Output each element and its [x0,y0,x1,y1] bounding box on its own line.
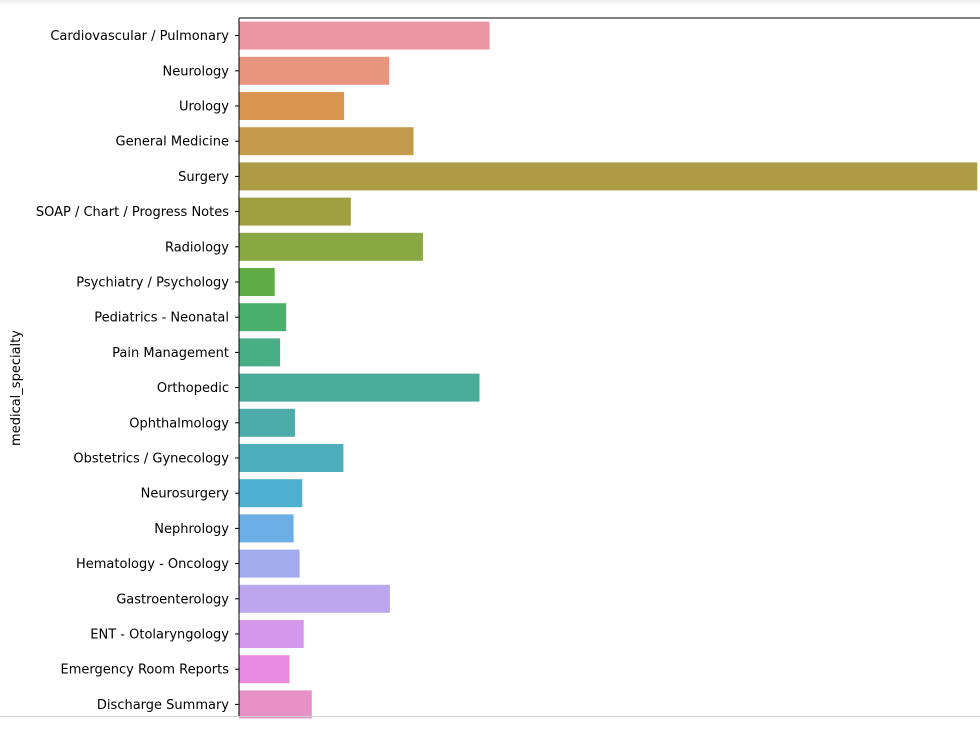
bar-8 [239,303,287,332]
y-tick-label: Obstetrics / Gynecology [73,452,229,467]
bottom-divider [0,716,980,717]
y-tick-label: ENT - Otolaryngology [90,628,229,643]
bar-4 [239,162,978,191]
bar-1 [239,56,390,85]
y-tick-label: Pain Management [112,346,229,361]
y-tick-label: Pediatrics - Neonatal [94,311,229,326]
bar-0 [239,21,490,50]
bar-9 [239,338,281,367]
y-tick-label: Surgery [178,170,229,185]
y-tick-label: Ophthalmology [129,416,229,431]
y-tick-label: General Medicine [116,135,229,150]
y-tick-labels: Cardiovascular / Pulmonary Neurology Urolo… [36,29,239,713]
bar-14 [239,514,294,543]
y-tick-label: Nephrology [154,522,229,537]
bar-19 [239,690,312,719]
y-axis-label: medical_specialty [9,330,24,446]
bar-16 [239,584,390,613]
bar-10 [239,373,480,402]
bar-17 [239,620,304,648]
y-tick-label: Cardiovascular / Pulmonary [50,29,229,44]
window-top-edge [0,0,980,6]
bar-12 [239,444,344,472]
bars-group [239,21,978,719]
bar-6 [239,232,423,261]
bar-7 [239,268,275,296]
y-tick-label: Radiology [165,240,229,255]
bar-13 [239,479,303,508]
bar-5 [239,197,351,226]
y-tick-label: Discharge Summary [97,698,229,713]
y-tick-label: Neurology [163,64,230,79]
y-tick-label: SOAP / Chart / Progress Notes [36,205,229,220]
y-tick-label: Neurosurgery [141,487,230,502]
y-tick-label: Urology [179,100,229,115]
y-tick-label: Emergency Room Reports [61,663,230,678]
y-tick-label: Orthopedic [157,381,229,396]
y-tick-label: Psychiatry / Psychology [76,276,229,291]
bar-2 [239,92,345,120]
bar-18 [239,655,290,684]
bar-15 [239,549,300,578]
y-tick-label: Hematology - Oncology [76,557,229,572]
y-tick-label: Gastroenterology [116,592,229,607]
bar-11 [239,408,295,437]
bar-3 [239,127,414,156]
